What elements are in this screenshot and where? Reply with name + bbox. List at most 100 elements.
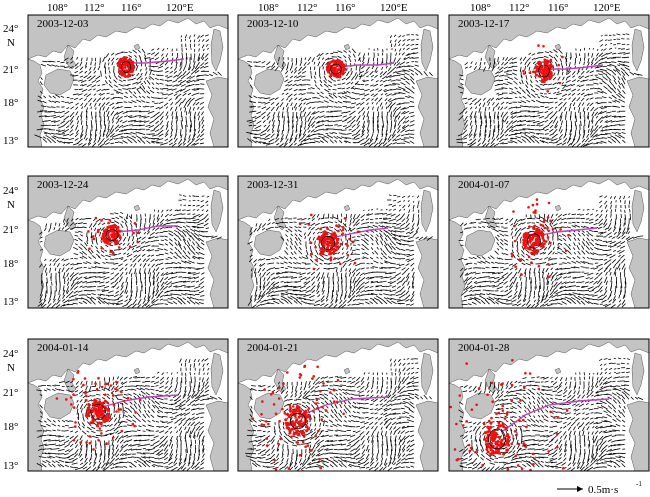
current-vector xyxy=(193,111,196,119)
current-vector xyxy=(490,261,495,264)
current-vector xyxy=(216,236,222,240)
current-vector xyxy=(53,294,56,301)
current-vector xyxy=(360,267,365,270)
current-vector xyxy=(321,286,324,292)
current-vector xyxy=(387,102,393,108)
current-vector xyxy=(156,217,160,223)
current-vector xyxy=(155,254,160,256)
current-vector xyxy=(341,129,347,131)
current-vector xyxy=(174,251,178,255)
current-vector xyxy=(566,69,568,75)
current-vector xyxy=(177,294,182,296)
drifter-particle xyxy=(309,241,313,245)
current-vector xyxy=(346,86,351,90)
current-vector xyxy=(584,281,590,284)
drifter-particle xyxy=(333,257,337,260)
current-vector xyxy=(477,261,482,264)
current-vector xyxy=(582,256,586,259)
lat-label-24: 24° xyxy=(3,23,18,35)
lon-label-112: 112° xyxy=(297,2,318,14)
current-vector xyxy=(320,217,324,220)
current-vector xyxy=(609,286,612,291)
current-vector xyxy=(549,124,554,129)
current-vector xyxy=(580,97,585,102)
current-vector xyxy=(314,223,320,226)
current-vector xyxy=(309,138,315,140)
eddy-core-swirl xyxy=(105,229,119,241)
current-vector xyxy=(156,271,160,277)
current-vector xyxy=(400,77,406,81)
current-vector xyxy=(351,124,356,128)
current-vector xyxy=(298,92,302,96)
current-vector xyxy=(37,111,43,113)
current-vector xyxy=(615,69,622,76)
current-vector xyxy=(286,106,289,113)
current-vector xyxy=(482,226,486,228)
current-vector xyxy=(503,253,509,256)
current-vector xyxy=(611,52,617,55)
current-vector xyxy=(552,246,555,250)
current-vector xyxy=(374,66,378,73)
current-vector xyxy=(527,94,531,98)
current-vector xyxy=(310,222,316,227)
current-vector xyxy=(104,88,110,91)
current-vector xyxy=(301,115,303,122)
current-vector xyxy=(110,110,115,116)
current-vector xyxy=(299,106,302,111)
current-vector xyxy=(490,138,496,145)
current-vector xyxy=(314,263,319,266)
current-vector xyxy=(361,252,365,255)
current-vector xyxy=(266,65,271,69)
current-vector xyxy=(175,93,182,98)
drifter-particle xyxy=(319,227,322,231)
current-vector xyxy=(262,281,266,288)
current-vector xyxy=(544,119,549,123)
current-vector xyxy=(355,222,360,226)
current-vector xyxy=(399,222,406,227)
current-vector xyxy=(628,200,631,205)
current-vector xyxy=(458,86,464,89)
current-vector xyxy=(122,124,129,128)
current-vector xyxy=(493,79,500,82)
current-vector xyxy=(544,116,549,120)
current-vector xyxy=(43,295,47,301)
current-vector xyxy=(323,135,330,139)
current-vector xyxy=(507,125,513,131)
current-vector xyxy=(176,254,182,259)
current-vector xyxy=(285,75,289,78)
current-vector xyxy=(393,62,397,66)
current-vector xyxy=(182,138,187,144)
current-vector xyxy=(294,97,298,101)
current-vector xyxy=(475,267,482,269)
current-vector xyxy=(132,77,137,80)
current-vector xyxy=(426,236,433,241)
drifter-particle xyxy=(94,216,98,220)
current-vector xyxy=(484,129,486,137)
current-vector xyxy=(143,115,150,119)
current-vector xyxy=(603,258,608,261)
current-vector xyxy=(173,256,178,260)
current-vector xyxy=(571,92,576,96)
current-vector xyxy=(102,133,105,138)
current-vector xyxy=(559,98,563,101)
current-vector xyxy=(188,237,191,242)
current-vector xyxy=(115,303,123,306)
current-vector xyxy=(90,75,96,80)
drifter-particle xyxy=(318,239,322,243)
current-vector xyxy=(145,101,150,104)
current-vector xyxy=(306,134,311,138)
current-vector xyxy=(520,61,522,65)
current-vector xyxy=(121,129,127,132)
current-vector xyxy=(371,65,375,70)
current-vector xyxy=(266,268,271,272)
current-vector xyxy=(564,56,568,62)
current-vector xyxy=(327,88,331,91)
current-vector xyxy=(127,303,133,308)
current-vector xyxy=(591,52,594,58)
current-vector xyxy=(85,129,88,135)
current-vector xyxy=(115,128,120,132)
current-vector xyxy=(305,276,311,281)
drifter-particle xyxy=(112,225,116,229)
current-vector xyxy=(613,44,617,46)
current-vector xyxy=(414,72,419,76)
